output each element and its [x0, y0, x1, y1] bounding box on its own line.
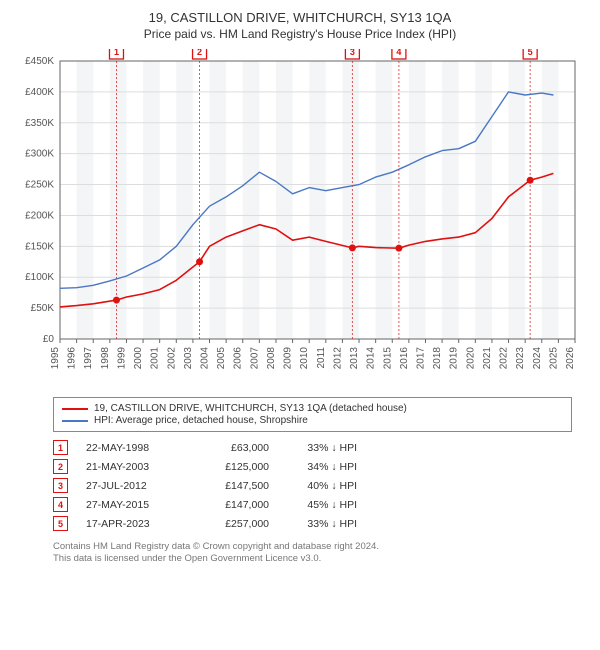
svg-text:2009: 2009: [283, 347, 294, 370]
legend-label: 19, CASTILLON DRIVE, WHITCHURCH, SY13 1Q…: [94, 403, 407, 414]
svg-text:1: 1: [114, 49, 119, 57]
legend-label: HPI: Average price, detached house, Shro…: [94, 415, 308, 426]
svg-text:2002: 2002: [166, 347, 177, 370]
svg-text:£350K: £350K: [25, 118, 54, 129]
svg-text:1995: 1995: [50, 347, 61, 370]
tx-price: £147,500: [199, 480, 269, 492]
svg-text:1996: 1996: [67, 347, 78, 370]
legend-swatch: [62, 420, 88, 422]
tx-diff: 34% ↓ HPI: [287, 461, 357, 473]
footer-line-1: Contains HM Land Registry data © Crown c…: [53, 541, 572, 553]
chart-title: 19, CASTILLON DRIVE, WHITCHURCH, SY13 1Q…: [8, 10, 592, 25]
svg-text:1999: 1999: [116, 347, 127, 370]
svg-text:1997: 1997: [83, 347, 94, 370]
tx-diff: 45% ↓ HPI: [287, 499, 357, 511]
svg-text:2008: 2008: [266, 347, 277, 370]
svg-text:2004: 2004: [200, 347, 211, 370]
svg-text:2001: 2001: [150, 347, 161, 370]
tx-diff: 33% ↓ HPI: [287, 442, 357, 454]
svg-text:2005: 2005: [216, 347, 227, 370]
tx-marker: 1: [53, 440, 68, 455]
table-row: 5 17-APR-2023 £257,000 33% ↓ HPI: [53, 514, 572, 533]
table-row: 2 21-MAY-2003 £125,000 34% ↓ HPI: [53, 457, 572, 476]
svg-text:2019: 2019: [449, 347, 460, 370]
transaction-table: 1 22-MAY-1998 £63,000 33% ↓ HPI 2 21-MAY-2003…: [53, 438, 572, 533]
svg-text:£400K: £400K: [25, 87, 54, 98]
svg-text:2013: 2013: [349, 347, 360, 370]
svg-text:2022: 2022: [499, 347, 510, 370]
svg-text:£0: £0: [43, 334, 55, 345]
table-row: 4 27-MAY-2015 £147,000 45% ↓ HPI: [53, 495, 572, 514]
svg-text:2007: 2007: [249, 347, 260, 370]
svg-text:4: 4: [396, 49, 401, 57]
svg-text:1998: 1998: [100, 347, 111, 370]
svg-text:£300K: £300K: [25, 149, 54, 160]
tx-marker: 4: [53, 497, 68, 512]
tx-diff: 33% ↓ HPI: [287, 518, 357, 530]
tx-date: 22-MAY-1998: [86, 442, 181, 454]
tx-diff: 40% ↓ HPI: [287, 480, 357, 492]
legend: 19, CASTILLON DRIVE, WHITCHURCH, SY13 1Q…: [53, 397, 572, 432]
legend-swatch: [62, 408, 88, 410]
svg-text:£250K: £250K: [25, 180, 54, 191]
tx-marker: 5: [53, 516, 68, 531]
svg-text:2010: 2010: [299, 347, 310, 370]
svg-text:£450K: £450K: [25, 56, 54, 67]
tx-date: 17-APR-2023: [86, 518, 181, 530]
tx-date: 27-JUL-2012: [86, 480, 181, 492]
tx-date: 21-MAY-2003: [86, 461, 181, 473]
svg-text:2025: 2025: [548, 347, 559, 370]
svg-text:2021: 2021: [482, 347, 493, 370]
svg-text:2015: 2015: [382, 347, 393, 370]
svg-text:2: 2: [197, 49, 202, 57]
tx-price: £147,000: [199, 499, 269, 511]
svg-text:2023: 2023: [515, 347, 526, 370]
svg-text:2024: 2024: [532, 347, 543, 370]
svg-text:2006: 2006: [233, 347, 244, 370]
table-row: 1 22-MAY-1998 £63,000 33% ↓ HPI: [53, 438, 572, 457]
tx-marker: 2: [53, 459, 68, 474]
chart-subtitle: Price paid vs. HM Land Registry's House …: [8, 27, 592, 41]
svg-text:2017: 2017: [415, 347, 426, 370]
footer-line-2: This data is licensed under the Open Gov…: [53, 553, 572, 565]
svg-text:£100K: £100K: [25, 272, 54, 283]
legend-item: 19, CASTILLON DRIVE, WHITCHURCH, SY13 1Q…: [62, 403, 563, 414]
svg-text:2014: 2014: [366, 347, 377, 370]
tx-price: £63,000: [199, 442, 269, 454]
svg-text:2020: 2020: [465, 347, 476, 370]
svg-text:2012: 2012: [332, 347, 343, 370]
svg-text:3: 3: [350, 49, 355, 57]
svg-text:2011: 2011: [316, 347, 327, 369]
svg-text:£200K: £200K: [25, 210, 54, 221]
svg-text:2026: 2026: [565, 347, 576, 370]
tx-price: £257,000: [199, 518, 269, 530]
tx-price: £125,000: [199, 461, 269, 473]
svg-text:£50K: £50K: [31, 303, 55, 314]
table-row: 3 27-JUL-2012 £147,500 40% ↓ HPI: [53, 476, 572, 495]
chart-svg: £0 £50K £100K £150K £200K £250K £300K £350K £400…: [15, 49, 585, 389]
tx-marker: 3: [53, 478, 68, 493]
svg-text:2003: 2003: [183, 347, 194, 370]
footer-attribution: Contains HM Land Registry data © Crown c…: [53, 541, 572, 566]
legend-item: HPI: Average price, detached house, Shro…: [62, 415, 563, 426]
tx-date: 27-MAY-2015: [86, 499, 181, 511]
svg-text:2018: 2018: [432, 347, 443, 370]
svg-text:£150K: £150K: [25, 241, 54, 252]
chart-area: £0 £50K £100K £150K £200K £250K £300K £350K £400…: [15, 49, 585, 389]
svg-text:2000: 2000: [133, 347, 144, 370]
svg-text:2016: 2016: [399, 347, 410, 370]
svg-text:5: 5: [528, 49, 533, 57]
